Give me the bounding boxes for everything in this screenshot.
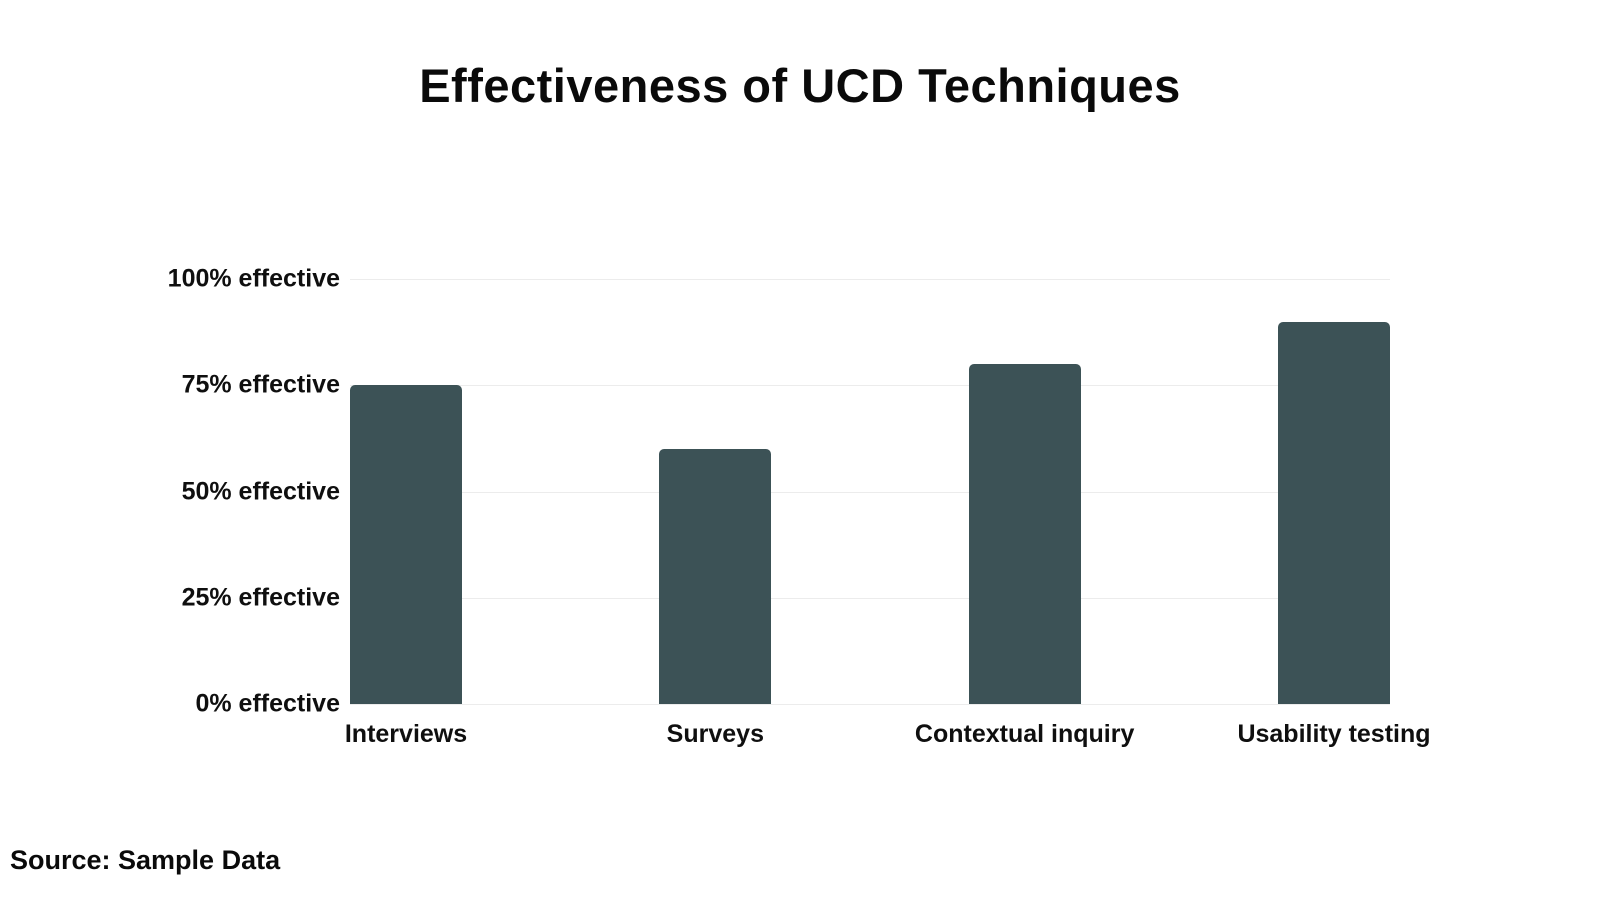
bar: [350, 385, 462, 704]
plot-area: Interviews Surveys Contextual inquiry Usabi…: [345, 279, 1431, 748]
x-axis-label: Interviews: [344, 720, 468, 748]
y-tick-label: 75% effective: [181, 370, 340, 399]
y-tick-label: 100% effective: [167, 264, 340, 293]
bar-slot: Interviews: [345, 279, 467, 748]
gridline: [350, 704, 1390, 705]
gridline: [350, 491, 1390, 493]
gridline: [350, 279, 1390, 280]
bar-slot: Contextual inquiry: [915, 279, 1134, 748]
chart-title: Effectiveness of UCD Techniques: [419, 59, 1181, 112]
gridline: [350, 597, 1390, 599]
x-axis-label: Usability testing: [1237, 720, 1431, 748]
bar: [968, 364, 1081, 704]
bar: [1277, 321, 1390, 704]
y-tick-label: 0% effective: [195, 689, 340, 718]
y-tick-label: 25% effective: [181, 583, 340, 612]
x-axis-label: Surveys: [666, 720, 764, 748]
bar: [659, 449, 772, 704]
bars-row: Interviews Surveys Contextual inquiry Usabi…: [345, 279, 1431, 748]
gridline: [350, 385, 1390, 387]
bar-slot: Surveys: [659, 279, 772, 748]
x-axis-label: Contextual inquiry: [914, 720, 1135, 748]
bar-slot: Usability testing: [1237, 279, 1431, 748]
source-note: Source: Sample Data: [10, 845, 281, 875]
y-tick-label: 50% effective: [181, 477, 340, 505]
